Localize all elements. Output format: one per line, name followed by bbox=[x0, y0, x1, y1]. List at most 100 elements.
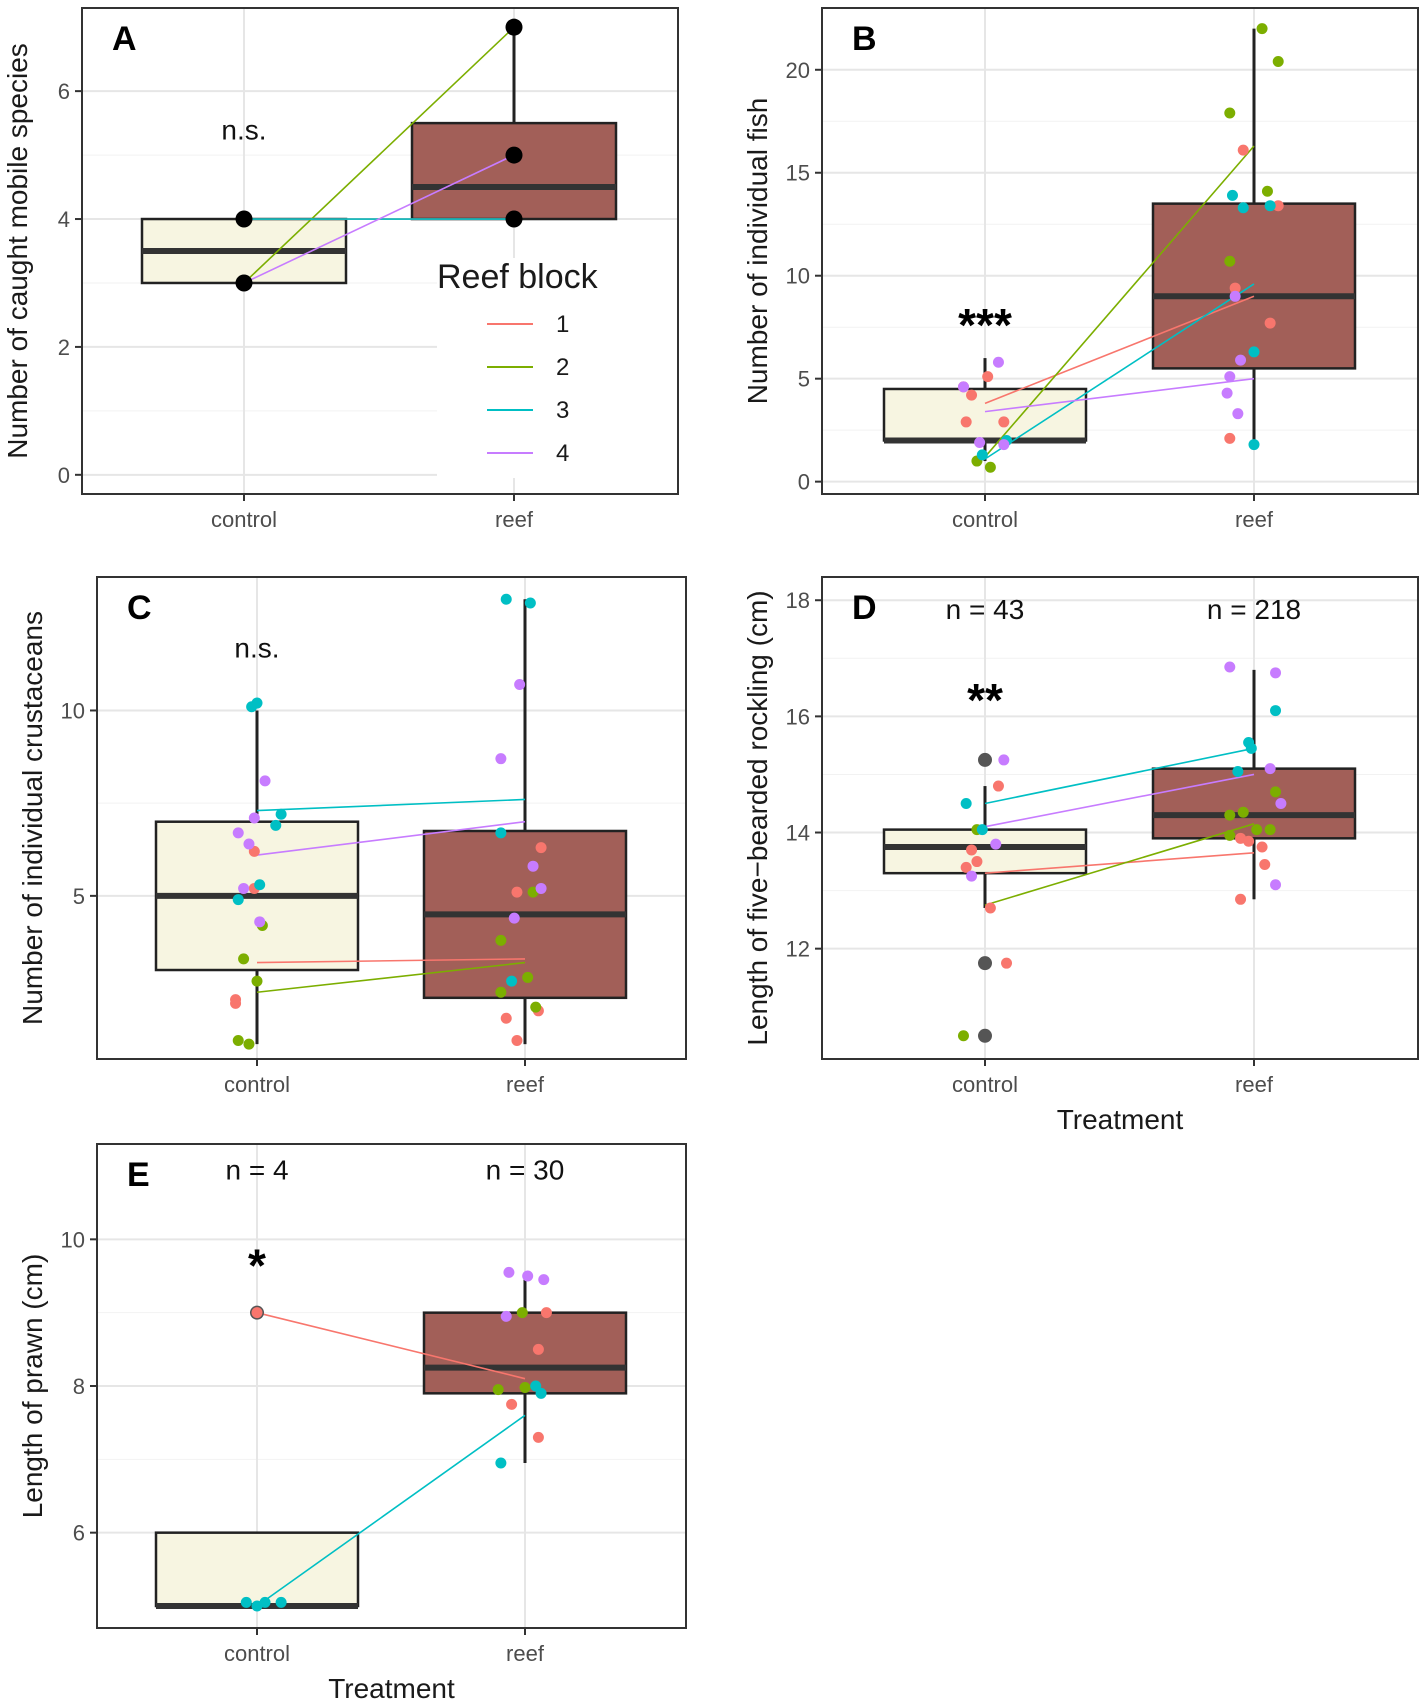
block-line-3 bbox=[256, 798, 526, 812]
data-point-block-1 bbox=[960, 861, 972, 873]
annotation-label: n = 43 bbox=[946, 594, 1025, 625]
block-line-1 bbox=[256, 1311, 526, 1380]
box-body bbox=[1151, 202, 1357, 370]
data-point-black bbox=[978, 1028, 992, 1043]
data-point-block-1 bbox=[540, 1307, 552, 1319]
data-point-block-1 bbox=[532, 1431, 544, 1443]
data-point-block-3 bbox=[495, 1457, 507, 1469]
panel-a: 0 2 4 6 control reef Number of caught mobile s… bbox=[2, 7, 679, 532]
y-tick-label: 6 bbox=[73, 1521, 85, 1546]
panel-letter: E bbox=[127, 1156, 150, 1194]
data-point-block-2 bbox=[957, 1030, 969, 1042]
legend: Reef block 1 2 3 4 bbox=[437, 258, 677, 478]
data-point-black bbox=[505, 210, 523, 228]
y-tick-label: 0 bbox=[798, 470, 810, 495]
data-point-block-1 bbox=[1256, 841, 1268, 853]
data-point-block-3 bbox=[976, 824, 988, 836]
data-point-block-4 bbox=[238, 882, 250, 894]
x-tick-label: reef bbox=[506, 1072, 545, 1097]
block-line-2 bbox=[256, 961, 526, 994]
data-point-block-2 bbox=[492, 1384, 504, 1396]
box-body bbox=[410, 121, 618, 221]
y-tick-label: 5 bbox=[73, 884, 85, 909]
y-tick-label: 10 bbox=[61, 698, 85, 723]
y-axis-title: Number of individual crustaceans bbox=[17, 611, 48, 1025]
data-point-block-4 bbox=[1229, 290, 1241, 302]
data-point-block-4 bbox=[1221, 387, 1233, 399]
data-point-block-1 bbox=[966, 844, 978, 856]
data-point-block-4 bbox=[508, 912, 520, 924]
data-point-block-4 bbox=[1224, 371, 1236, 383]
data-point-block-4 bbox=[990, 838, 1002, 850]
legend-label-1: 1 bbox=[556, 311, 569, 338]
data-point-block-4 bbox=[1270, 667, 1282, 679]
block-line-2 bbox=[984, 145, 1255, 458]
x-tick-label: reef bbox=[495, 507, 534, 532]
data-point-block-4 bbox=[500, 1310, 512, 1322]
data-point-block-4 bbox=[527, 860, 539, 872]
data-point-block-1 bbox=[1229, 282, 1241, 294]
panel-e: 6 8 10 control reef Length of prawn (cm) Treat… bbox=[17, 1143, 687, 1704]
data-point-block-4 bbox=[998, 439, 1010, 451]
y-tick-label: 18 bbox=[786, 588, 810, 613]
x-tick-label: control bbox=[224, 1641, 290, 1666]
data-point-block-4 bbox=[538, 1274, 550, 1286]
data-point-block-1 bbox=[1259, 858, 1271, 870]
data-point-block-2 bbox=[1251, 824, 1263, 836]
data-point-block-2 bbox=[1237, 806, 1249, 818]
data-point-block-4 bbox=[1235, 354, 1247, 366]
data-point-block-1 bbox=[960, 416, 972, 428]
data-point-black bbox=[235, 210, 253, 228]
data-point-block-2 bbox=[522, 971, 534, 983]
data-point-block-4 bbox=[992, 356, 1004, 368]
data-point-block-1 bbox=[511, 1034, 523, 1046]
y-tick-label: 8 bbox=[73, 1374, 85, 1399]
data-point-black bbox=[505, 146, 523, 164]
data-point-block-4 bbox=[998, 754, 1010, 766]
panel-border bbox=[81, 7, 679, 495]
y-tick-label: 15 bbox=[786, 161, 810, 186]
data-point-block-4 bbox=[974, 437, 986, 449]
data-point-block-4 bbox=[259, 775, 271, 787]
data-point-block-3 bbox=[1232, 766, 1244, 778]
data-point-block-4 bbox=[1270, 879, 1282, 891]
data-point-block-4 bbox=[243, 838, 255, 850]
y-tick-label: 10 bbox=[61, 1227, 85, 1252]
x-tick-label: control bbox=[952, 1072, 1018, 1097]
data-point-block-2 bbox=[232, 1034, 244, 1046]
box-body bbox=[1151, 767, 1357, 840]
block-line-4 bbox=[243, 154, 515, 284]
panel-border bbox=[821, 7, 1419, 495]
box-control bbox=[140, 217, 348, 285]
data-point-block-1 bbox=[998, 416, 1010, 428]
y-tick-label: 4 bbox=[58, 207, 70, 232]
data-point-block-2 bbox=[495, 986, 507, 998]
data-point-block-1 bbox=[992, 780, 1004, 792]
data-point-block-4 bbox=[957, 381, 969, 393]
data-point-block-3 bbox=[1270, 705, 1282, 717]
y-axis-title: Number of individual fish bbox=[742, 98, 773, 405]
panel-b: 0 5 10 15 20 control reef Number of individual … bbox=[742, 7, 1419, 532]
data-point-block-2 bbox=[1261, 185, 1273, 197]
y-tick-label: 10 bbox=[786, 264, 810, 289]
data-point-block-4 bbox=[1275, 797, 1287, 809]
data-point-block-2 bbox=[1272, 56, 1284, 68]
data-point-block-2 bbox=[1224, 255, 1236, 267]
data-point-block-4 bbox=[248, 812, 260, 824]
legend-title: Reef block bbox=[437, 258, 599, 296]
panel-d: 12 14 16 18 control reef Length of five−bearde… bbox=[742, 576, 1419, 1135]
legend-label-3: 3 bbox=[556, 397, 569, 424]
data-point-black bbox=[978, 956, 992, 971]
data-point-block-2 bbox=[1264, 824, 1276, 836]
data-point-block-2 bbox=[519, 1381, 531, 1393]
data-point-block-1 bbox=[511, 886, 523, 898]
block-line-3 bbox=[256, 1414, 526, 1607]
annotation-label: n = 218 bbox=[1207, 594, 1301, 625]
y-tick-label: 2 bbox=[58, 335, 70, 360]
data-point-block-1 bbox=[966, 389, 978, 401]
panel-letter: D bbox=[852, 589, 877, 627]
data-point-block-2 bbox=[238, 953, 250, 965]
data-point-block-1 bbox=[982, 371, 994, 383]
y-axis-title: Number of caught mobile species bbox=[2, 43, 33, 459]
